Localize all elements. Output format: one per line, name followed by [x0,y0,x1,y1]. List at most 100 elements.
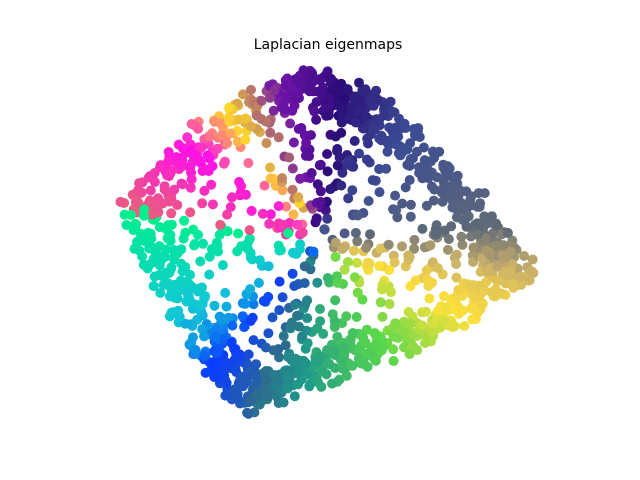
scatter-point [319,224,330,235]
scatter-point [390,190,401,201]
scatter-point [259,180,270,191]
scatter-point [370,339,381,350]
scatter-point [292,219,303,230]
scatter-point [330,251,341,262]
scatter-point [311,97,322,108]
scatter-point [164,291,175,302]
scatter-point [327,309,338,320]
scatter-point [361,154,372,165]
scatter-point [274,276,285,287]
scatter-point [437,184,448,195]
scatter-point [330,131,341,142]
scatter-point [477,253,488,264]
scatter-point [204,251,215,262]
scatter-point [251,359,262,370]
scatter-point [195,256,206,267]
scatter-point [433,305,444,316]
scatter-point [428,195,439,206]
scatter-point [359,123,369,134]
scatter-point [427,327,438,338]
scatter-point [525,266,536,277]
scatter-point [283,352,294,363]
scatter-point [204,131,214,142]
scatter-point [288,137,299,148]
scatter-point [404,349,415,360]
scatter-point [281,371,292,382]
scatter-point [397,241,407,252]
scatter-point [347,328,358,338]
scatter-point [476,287,487,298]
scatter-point [439,225,450,236]
scatter-point [197,299,208,309]
scatter-point [420,338,431,348]
scatter-point [209,300,220,311]
scatter-point [428,319,439,330]
scatter-point [220,287,231,298]
scatter-point [240,113,251,124]
scatter-point [361,242,372,253]
scatter-point [155,288,166,298]
scatter-point [386,106,397,117]
scatter-point [159,184,170,195]
scatter-point [238,89,248,100]
scatter-point [497,250,508,261]
scatter-point [421,200,432,211]
scatter-point [502,227,513,238]
scatter-point [211,325,222,335]
scatter-point [324,358,334,369]
scatter-point [337,244,348,254]
scatter-point [244,225,255,236]
scatter-point [476,299,487,310]
scatter-point [293,192,304,203]
scatter-point [322,345,333,355]
scatter-point [318,328,329,339]
scatter-point [297,331,308,342]
scatter-point [367,175,378,186]
scatter-point [377,284,388,295]
scatter-point [261,138,272,149]
scatter-point [226,338,237,348]
scatter-point [222,226,233,237]
scatter-point [287,163,298,174]
scatter-point [315,196,326,207]
scatter-point [417,320,428,331]
scatter-point [227,192,237,203]
scatter-point [315,304,325,314]
scatter-point [134,178,145,189]
scatter-point [408,124,419,134]
scatter-point [429,184,440,195]
scatter-point [312,356,323,366]
scatter-point [405,211,416,222]
scatter-point [422,274,433,285]
scatter-point [212,240,223,251]
scatter-point [223,112,234,123]
scatter-point [325,184,336,195]
scatter-point [233,228,244,239]
scatter-point [272,392,283,403]
scatter-point [302,338,313,349]
scatter-point [339,342,350,353]
scatter-point [352,106,363,117]
scatter-point [242,238,253,249]
scatter-point [288,209,299,220]
scatter-point [437,196,448,207]
scatter-point [225,202,236,212]
scatter-point [238,372,249,382]
scatter-point [257,208,268,219]
scatter-point [339,228,350,239]
scatter-point [227,320,238,331]
scatter-point [377,311,388,322]
scatter-point [177,143,188,153]
scatter-point [239,321,250,332]
scatter-point [154,260,165,271]
scatter-point [293,367,304,378]
scatter-point [417,223,428,234]
scatter-point [390,318,401,329]
scatter-point [397,198,408,209]
scatter-point [222,138,232,149]
scatter-point [399,327,410,338]
scatter-point [274,245,285,256]
scatter-point [287,268,298,279]
